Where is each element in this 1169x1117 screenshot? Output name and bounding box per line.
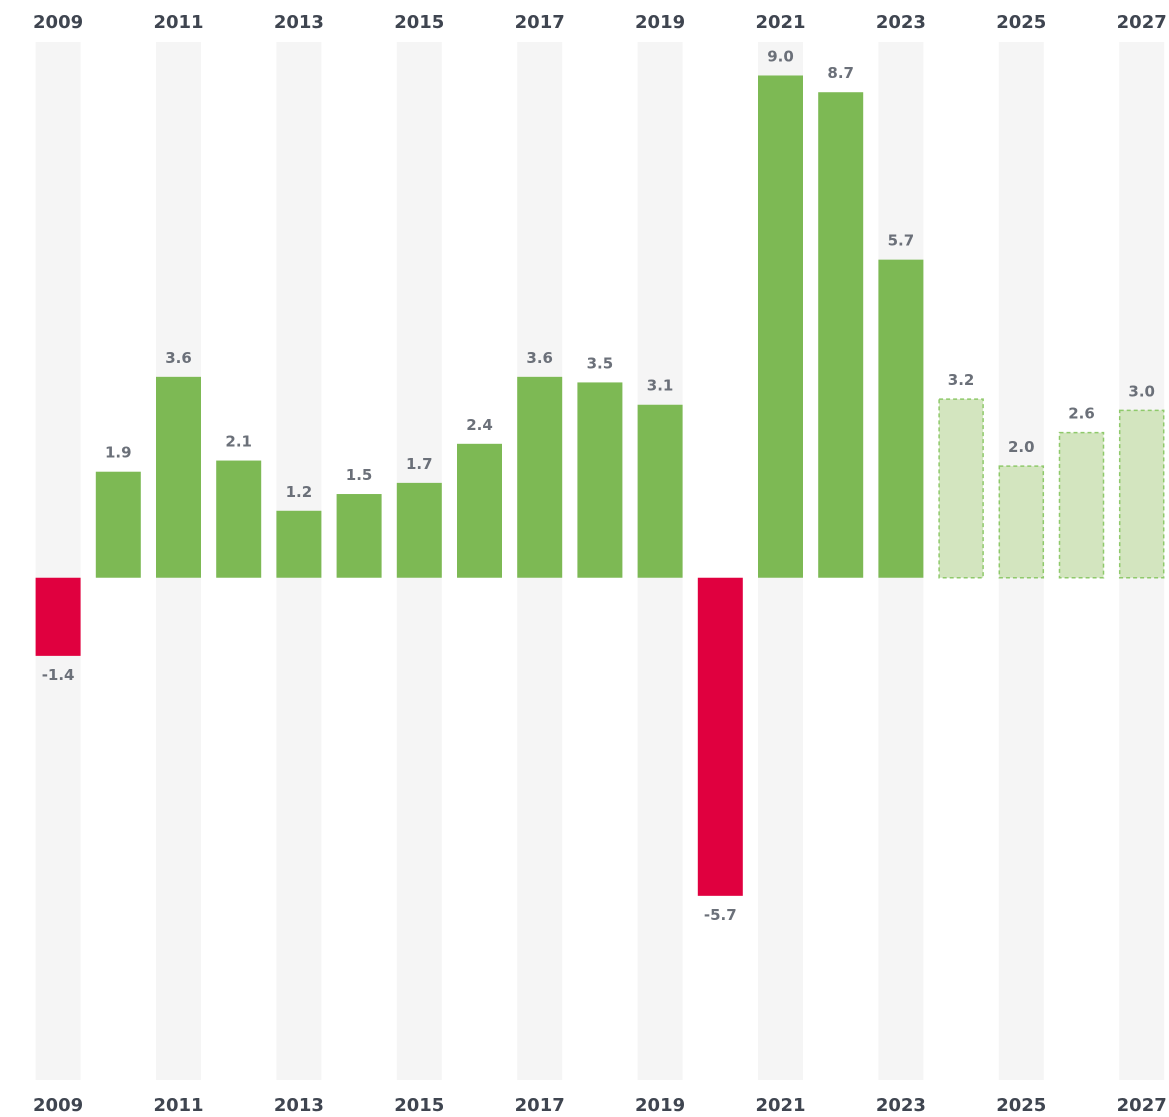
value-label: -1.4 [42,666,75,684]
value-label: 3.0 [1128,382,1155,400]
value-label: 3.6 [165,349,192,367]
bar [878,259,924,578]
year-label-bottom: 2021 [755,1095,805,1116]
bar [35,577,81,656]
year-label-top: 2009 [33,12,83,33]
bar [336,494,382,578]
value-label: 9.0 [767,47,794,65]
bar [577,382,623,578]
forecast-bar [1058,431,1105,579]
value-label: 2.1 [225,433,252,451]
year-label-top: 2025 [996,12,1046,33]
value-label: 2.6 [1068,405,1095,423]
year-label-bottom: 2019 [635,1095,685,1116]
forecast-bar [998,465,1045,579]
year-label-bottom: 2025 [996,1095,1046,1116]
bar [396,482,442,578]
year-label-top: 2013 [274,12,324,33]
bar [276,510,322,578]
year-label-bottom: 2009 [33,1095,83,1116]
value-label: 2.0 [1008,438,1035,456]
year-label-bottom: 2017 [515,1095,565,1116]
forecast-bar [938,398,984,579]
value-label: -5.7 [704,906,737,924]
value-label: 2.4 [466,416,493,434]
bar [95,471,141,578]
bar [697,577,743,896]
year-label-bottom: 2015 [394,1095,444,1116]
value-label: 8.7 [827,64,854,82]
value-label: 1.7 [406,455,433,473]
forecast-bar [1118,409,1165,579]
value-label: 3.6 [526,349,553,367]
value-label: 3.2 [948,371,975,389]
year-label-bottom: 2023 [876,1095,926,1116]
value-label: 3.5 [587,354,614,372]
year-label-top: 2019 [635,12,685,33]
bar [758,75,803,578]
bar [156,376,201,578]
value-label: 1.9 [105,444,132,462]
bar [517,376,563,578]
year-label-top: 2011 [153,12,203,33]
value-label: 5.7 [888,232,915,250]
year-label-bottom: 2011 [153,1095,203,1116]
column-stripe [35,42,81,1080]
bar [818,92,864,578]
year-label-top: 2017 [515,12,565,33]
year-label-top: 2021 [755,12,805,33]
year-label-top: 2015 [394,12,444,33]
bar [637,404,683,578]
year-label-top: 2027 [1117,12,1167,33]
bar [216,460,262,578]
value-label: 3.1 [647,377,674,395]
year-label-bottom: 2013 [274,1095,324,1116]
value-label: 1.5 [346,466,373,484]
value-label: 1.2 [286,483,313,501]
year-label-bottom: 2027 [1117,1095,1167,1116]
bar [457,443,502,578]
year-label-top: 2023 [876,12,926,33]
